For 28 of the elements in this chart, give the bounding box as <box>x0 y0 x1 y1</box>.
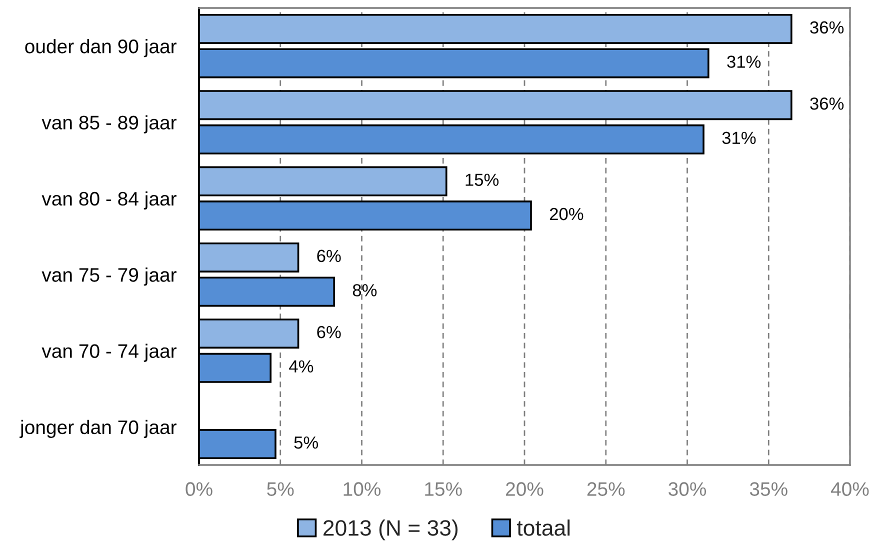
y-tick-label: van 85 - 89 jaar <box>42 115 176 134</box>
y-tick-label: van 80 - 84 jaar <box>42 191 176 210</box>
data-label: 36% <box>810 97 844 110</box>
y-tick-label: jonger dan 70 jaar <box>20 420 176 438</box>
legend-label: 2013 (N = 33) <box>324 520 458 540</box>
y-tick-label: ouder dan 90 jaar <box>25 39 176 58</box>
x-tick-label: 20% <box>506 482 544 496</box>
x-tick-label: 40% <box>830 482 869 496</box>
x-tick-label: 15% <box>425 482 462 496</box>
data-label: 4% <box>289 360 314 372</box>
x-tick-label: 35% <box>750 482 788 496</box>
y-tick-label: van 75 - 79 jaar <box>42 268 176 286</box>
data-label: 15% <box>466 174 499 186</box>
x-tick-label: 10% <box>344 482 381 496</box>
x-tick-label: 0% <box>186 482 212 496</box>
data-label: 20% <box>550 208 584 220</box>
data-label: 31% <box>722 132 756 144</box>
data-label: 6% <box>317 326 341 338</box>
x-tick-label: 25% <box>587 482 625 496</box>
y-tick-label: van 70 - 74 jaar <box>42 344 176 362</box>
legend-label: totaal <box>517 520 570 536</box>
x-tick-label: 30% <box>668 482 706 496</box>
data-label: 8% <box>352 284 377 296</box>
x-tick-label: 5% <box>267 482 294 496</box>
data-label: 31% <box>727 56 761 68</box>
data-label: 5% <box>294 436 318 449</box>
data-label: 6% <box>317 250 341 262</box>
data-label: 36% <box>810 21 844 34</box>
